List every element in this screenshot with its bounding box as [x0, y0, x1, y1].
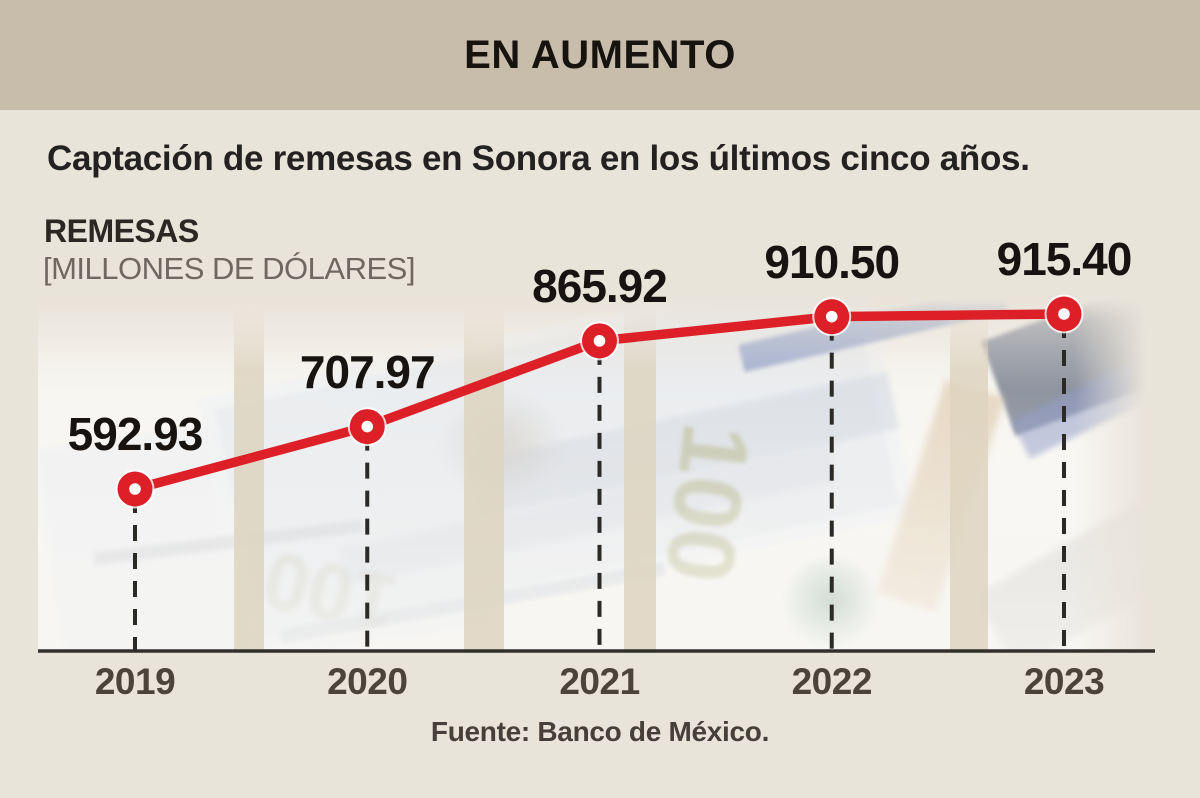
x-axis-label: 2021	[559, 661, 640, 702]
value-label: 915.40	[996, 232, 1133, 285]
x-axis-label: 2020	[327, 661, 408, 702]
value-label: 707.97	[299, 345, 436, 398]
source-credit: Fuente: Banco de México.	[430, 716, 770, 747]
series-label: REMESAS	[44, 213, 199, 249]
x-axis-label: 2023	[1023, 661, 1105, 702]
x-axis-label: 2022	[791, 661, 873, 702]
page-title: EN AUMENTO	[464, 32, 736, 77]
marker-center	[129, 483, 141, 495]
chart-subtitle: Captación de remesas en Sonora en los úl…	[47, 139, 1030, 178]
marker-center	[1058, 308, 1070, 320]
tan-stripe	[464, 308, 504, 651]
value-label: 910.50	[764, 235, 900, 288]
value-label: 865.92	[532, 259, 668, 312]
banner: EN AUMENTO	[0, 0, 1200, 110]
marker-center	[361, 420, 374, 433]
marker-center	[825, 310, 838, 323]
tan-stripe	[624, 308, 656, 651]
x-axis-label: 2019	[94, 661, 176, 702]
tan-stripe	[950, 308, 988, 651]
marker-center	[593, 335, 606, 347]
value-label: 592.93	[67, 408, 204, 460]
tan-stripe	[234, 308, 264, 651]
series-units-label: [MILLONES DE DÓLARES]	[43, 251, 415, 286]
